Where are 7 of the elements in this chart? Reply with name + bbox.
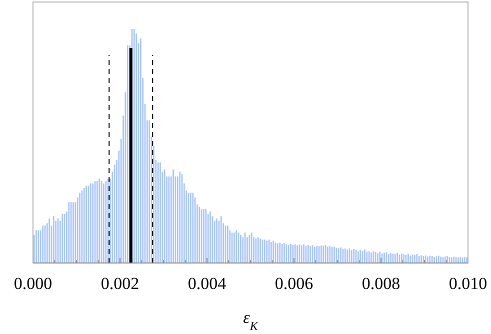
x-tick-label: 0.000	[14, 274, 52, 293]
x-tick-label: 0.002	[100, 274, 140, 293]
x-tick-label: 0.006	[274, 274, 314, 293]
x-tick-label: 0.004	[188, 274, 227, 293]
x-tick-label: 0.010	[448, 274, 488, 293]
x-axis-title: ε$_{K}$	[243, 308, 259, 333]
x-tick-label: 0.008	[362, 274, 400, 293]
